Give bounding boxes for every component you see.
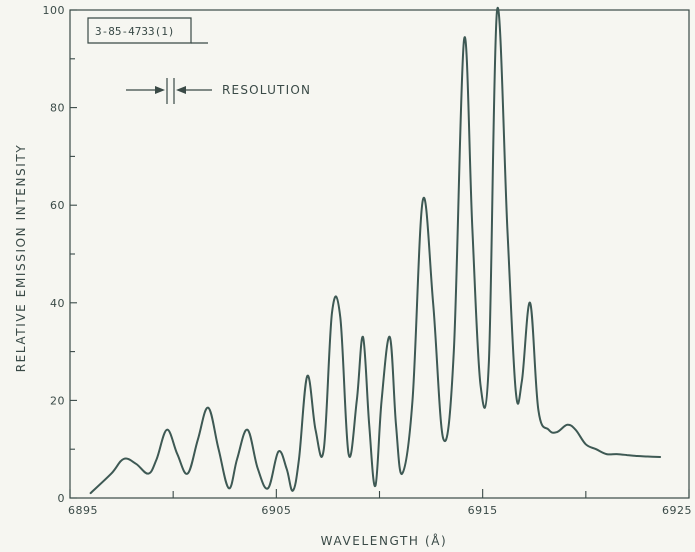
x-axis-title: WAVELENGTH (Å) [321, 533, 448, 548]
y-axis-title: RELATIVE EMISSION INTENSITY [14, 144, 28, 373]
x-axis-ticks: 6895 6905 6915 6925 [68, 489, 692, 517]
figure-id-box: 3-85-4733(1) [87, 17, 208, 44]
x-tick-label: 6895 [68, 504, 98, 517]
y-tick-label: 0 [58, 492, 66, 505]
figure-id-label: 3-85-4733(1) [95, 25, 174, 38]
y-tick-label: 40 [50, 297, 65, 310]
y-tick-label: 60 [50, 199, 65, 212]
series-line [89, 6, 662, 495]
y-tick-label: 100 [43, 4, 66, 17]
x-tick-label: 6925 [662, 504, 692, 517]
resolution-indicator: RESOLUTION [126, 78, 311, 104]
resolution-label: RESOLUTION [222, 83, 311, 97]
x-tick-label: 6915 [468, 504, 498, 517]
x-tick-label: 6905 [261, 504, 291, 517]
y-axis-ticks: 0 20 40 60 80 100 [43, 4, 77, 505]
y-tick-label: 20 [50, 394, 65, 407]
y-tick-label: 80 [50, 102, 65, 115]
